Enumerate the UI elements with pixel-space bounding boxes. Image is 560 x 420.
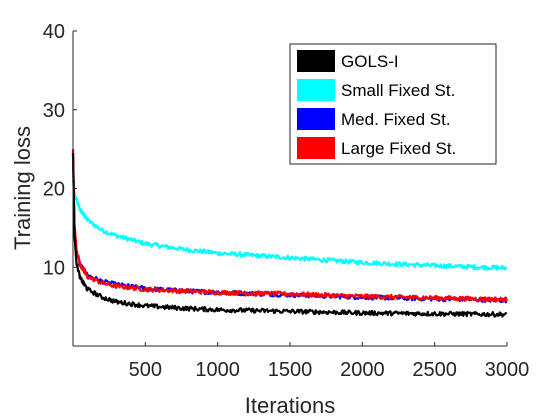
y-tick-label: 30 [43,100,65,122]
legend-swatch-small-fixed-st [297,79,335,101]
legend: GOLS-I Small Fixed St. Med. Fixed St. Large… [289,43,497,165]
x-tick-label: 500 [129,359,162,381]
series-lines [71,149,508,318]
x-tick-label: 2000 [340,359,385,381]
legend-swatch-med-fixed-st [297,108,335,130]
y-axis-label: Training loss [10,126,35,250]
legend-swatch-gols-i [297,50,335,72]
x-tick-label: 1000 [195,359,240,381]
legend-label-gols-i: GOLS-I [341,52,399,71]
x-tick-label: 1500 [268,359,313,381]
y-tick-label: 10 [43,257,65,279]
legend-label-small-fixed-st: Small Fixed St. [341,81,455,100]
x-axis-label: Iterations [245,393,336,418]
legend-items: GOLS-I Small Fixed St. Med. Fixed St. Large… [297,50,456,159]
legend-label-med-fixed-st: Med. Fixed St. [341,110,451,129]
axis-ticks: 500 1000 1500 2000 2500 3000 10 20 30 40 [43,21,530,381]
y-tick-label: 40 [43,21,65,43]
series-line-large-fixed-st [71,149,508,303]
series-line-gols-i [71,153,508,318]
y-tick-label: 20 [43,179,65,201]
x-tick-label: 2500 [412,359,457,381]
x-tick-label: 3000 [485,359,530,381]
legend-swatch-large-fixed-st [297,137,335,159]
legend-label-large-fixed-st: Large Fixed St. [341,139,456,158]
series-line-small-fixed-st [71,180,508,271]
